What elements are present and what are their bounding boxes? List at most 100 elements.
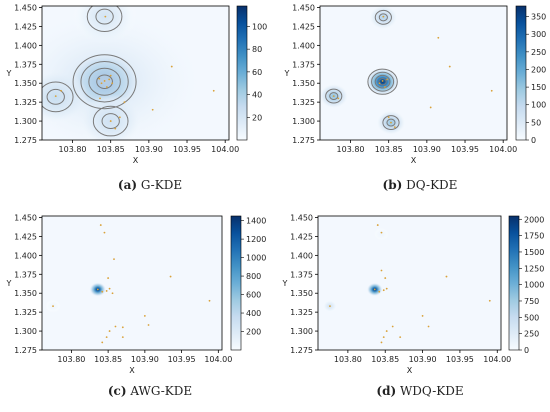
plot-frame [41,5,230,141]
colorbar-tick-label: 0 [531,136,536,145]
x-tick-label: 103.80 [57,355,85,364]
y-tick-label: 1.350 [14,79,37,88]
y-tick-label: 1.275 [292,136,315,145]
x-tick-label: 103.90 [413,145,441,154]
event-point [380,341,383,344]
caption-c-letter: (c) [107,384,127,398]
event-point [111,82,114,85]
x-tick-label: 103.95 [451,145,479,154]
colorbar-tick-label: 1000 [246,254,266,263]
contour-ring [374,9,392,25]
caption-d-letter: (d) [376,384,397,398]
panel-g-kde: 103.80 103.85 103.90 103.95 104.00 1.275 1.300… [6,4,268,165]
event-point [373,288,376,291]
contour-ring [325,88,343,104]
x-tick-label: 103.85 [375,145,403,154]
y-tick-label: 1.275 [14,346,37,355]
event-point [380,231,383,234]
y-tick-label: 1.275 [290,346,313,355]
event-point [399,336,402,339]
x-axis-label: X [129,366,135,375]
event-point [101,341,104,344]
contour-ring [80,60,129,103]
panel-wdq-kde: 103.80 103.85 103.90 103.95 104.00 1.275 1.300… [282,214,545,375]
panel-dq-kde: 103.80 103.85 103.90 103.95 104.00 1.275 1.300… [284,4,547,165]
event-point [429,106,432,109]
event-point [380,269,383,272]
y-tick-label: 1.350 [14,289,37,298]
contour-ring [86,6,123,32]
event-point [108,287,111,290]
y-tick-label: 1.450 [14,214,37,223]
colorbar-tick-label: 0 [524,346,529,355]
y-tick-label: 1.325 [14,98,37,107]
y-tick-label: 1.275 [14,136,37,145]
event-point [384,277,387,279]
y-tick-label: 1.425 [14,22,37,31]
event-point [113,258,115,261]
caption-a: (a) G-KDE [30,178,270,192]
event-point [105,86,108,88]
colorbar-tick-label: 600 [246,291,261,300]
density-peak [374,227,389,241]
y-tick-label: 1.450 [290,214,313,223]
plot-background [318,216,501,350]
colorbar-tick-label: 1500 [524,248,544,257]
plot-background [320,6,507,140]
event-point [170,65,173,68]
x-tick-label: 104.00 [489,145,517,154]
contour-ring [101,113,120,129]
colorbar-tick-label: 1400 [246,217,266,226]
plot-background [42,216,222,350]
heatmap-density [42,6,215,140]
event-point [421,315,424,317]
x-tick-label: 103.85 [94,355,122,364]
event-point [109,74,112,77]
x-tick-label: 103.95 [168,355,196,364]
x-axis-label: X [411,156,417,165]
caption-b: (b) DQ-KDE [300,178,540,192]
event-point [385,330,388,332]
x-tick-label: 104.00 [211,145,239,154]
contour-ring [72,54,137,110]
event-point [448,65,451,68]
colorbar-tick-label: 350 [531,13,546,22]
y-axis-label: Y [284,69,290,78]
colorbar-tick-label: 1200 [246,235,266,244]
contour-ring [88,67,121,96]
y-tick-label: 1.375 [292,60,315,69]
contour-ring [386,118,396,127]
event-point [382,15,385,18]
y-tick-label: 1.425 [290,232,313,241]
event-point [382,289,385,292]
x-axis-label: X [133,156,139,165]
contour-lines [325,9,400,131]
event-point [378,290,381,293]
y-axis-label: Y [6,279,12,288]
event-point [169,275,172,278]
event-point [212,89,215,92]
colorbar-tick-label: 800 [246,272,261,281]
heatmap-density [45,224,211,344]
colorbar-tick-label: 500 [524,313,539,322]
colorbar-tick-label: 100 [531,101,546,110]
colorbar-tick-label: 20 [252,113,262,122]
contour-ring [371,71,395,92]
colorbar [230,215,242,351]
caption-d-text: WDQ-KDE [399,384,464,398]
colorbar-tick-label: 60 [252,68,262,77]
colorbar-tick-label: 1250 [524,264,544,273]
event-point [121,336,124,339]
event-points [332,15,493,129]
caption-b-text: DQ-KDE [406,178,458,192]
colorbar-tick-label: 50 [531,118,541,127]
y-tick-label: 1.325 [290,308,313,317]
x-tick-label: 103.85 [97,145,125,154]
contour-lines [42,6,137,137]
event-point [147,324,150,326]
event-point [105,336,108,339]
contour-ring [46,88,65,105]
x-tick-label: 103.90 [409,355,437,364]
event-point [383,86,386,88]
